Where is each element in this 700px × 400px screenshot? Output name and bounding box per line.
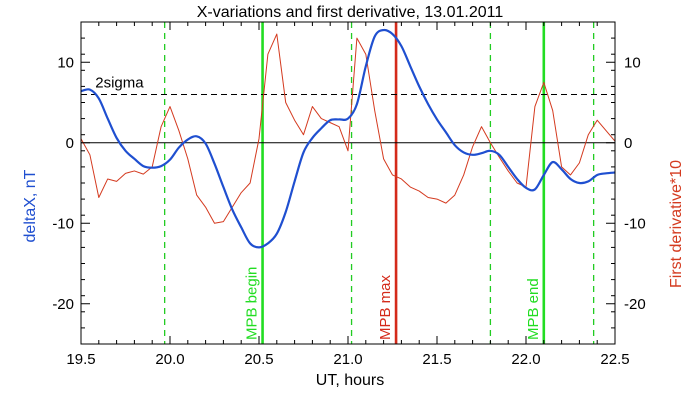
x-tick-label: 22.5: [600, 351, 629, 368]
x-tick-label: 21.0: [333, 351, 362, 368]
y-tick-label-right: -10: [624, 215, 646, 232]
x-tick-label: 21.5: [422, 351, 451, 368]
y-tick-label-left: 10: [57, 54, 74, 71]
x-axis-label: UT, hours: [316, 372, 384, 389]
x-tick-label: 22.0: [511, 351, 540, 368]
mpb-end-label: MPB end: [525, 278, 542, 340]
mpb-max-label: MPB max: [377, 274, 394, 340]
right-axis-label: First derivative*10: [668, 160, 685, 288]
series-layer: [80, 28, 616, 249]
x-tick-label: 19.5: [66, 351, 95, 368]
reference-line-layer: [81, 93, 615, 144]
derivative-series-line: [80, 33, 616, 224]
tick-layer: 19.5 20.0 20.5 21.0 21.5 22.0 22.5 -20 -20 -10 -10…: [52, 21, 646, 368]
x-tick-label: 20.5: [244, 351, 273, 368]
y-tick-label-left: 0: [66, 135, 74, 152]
y-tick-label-right: -20: [624, 296, 646, 313]
y-tick-label-left: -10: [52, 215, 74, 232]
sigma-label: 2sigma: [95, 74, 144, 91]
marker-layer: [164, 22, 595, 344]
annotation-layer: 2sigma MPB begin MPB max MPB end: [95, 74, 542, 340]
left-axis-label: deltaX, nT: [22, 169, 39, 242]
y-tick-label-right: 0: [624, 135, 632, 152]
chart-title: X-variations and first derivative, 13.01…: [197, 4, 504, 21]
deltax-series-line: [80, 28, 616, 249]
mpb-begin-label: MPB begin: [244, 267, 261, 340]
y-tick-label-right: 10: [624, 54, 641, 71]
x-tick-label: 20.0: [155, 351, 184, 368]
y-tick-label-left: -20: [52, 296, 74, 313]
